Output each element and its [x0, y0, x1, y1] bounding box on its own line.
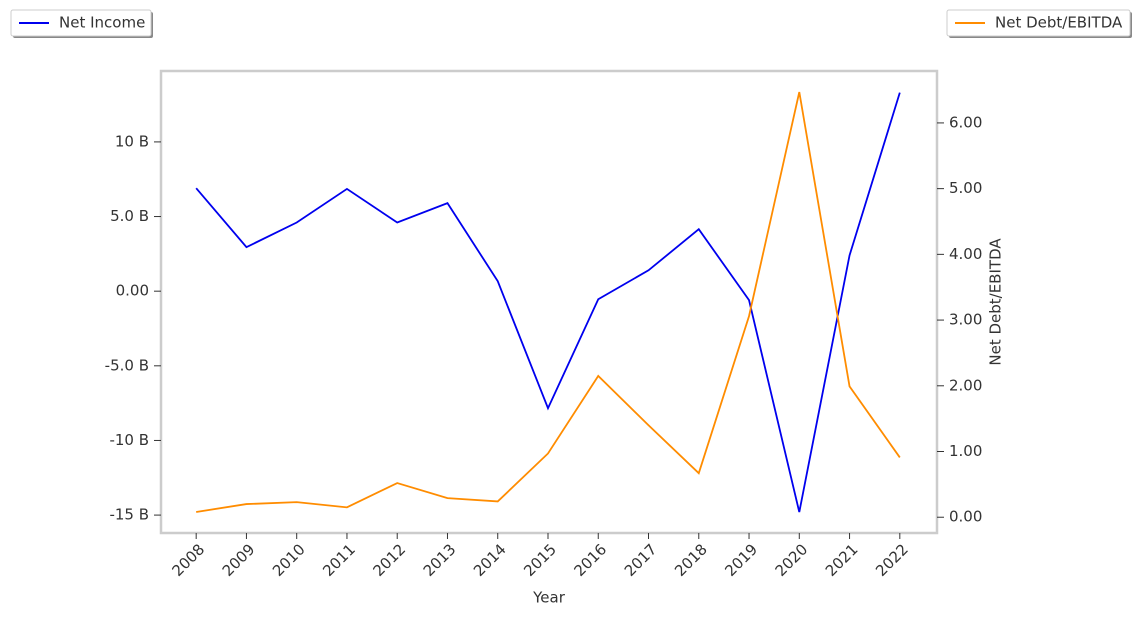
x-tick-label: 2022 [872, 540, 912, 580]
y-tick-label: 10 B [115, 132, 149, 150]
y2-tick-label: 0.00 [949, 508, 982, 526]
x-axis-label: Year [532, 589, 566, 607]
y-tick-label: 0.00 [116, 282, 149, 300]
x-tick-label: 2013 [420, 540, 460, 580]
legend-label: Net Income [59, 14, 145, 32]
x-tick-label: 2020 [772, 540, 812, 580]
x-tick-label: 2021 [822, 540, 862, 580]
x-tick-label: 2014 [470, 540, 510, 580]
x-tick-label: 2010 [269, 540, 309, 580]
y-tick-label: 5.0 B [110, 207, 149, 225]
x-tick-label: 2018 [671, 540, 711, 580]
legend-label: Net Debt/EBITDA [995, 14, 1123, 32]
series-line [196, 91, 901, 513]
y2-tick-label: 3.00 [949, 311, 982, 329]
y-tick-label: -5.0 B [105, 356, 149, 374]
x-tick-label: 2017 [621, 540, 661, 580]
y2-tick-label: 4.00 [949, 245, 982, 263]
x-tick-label: 2009 [219, 540, 259, 580]
y2-tick-label: 1.00 [949, 442, 982, 460]
x-tick-label: 2008 [168, 540, 208, 580]
y2-axis-label: Net Debt/EBITDA [987, 238, 1005, 366]
series-line [195, 92, 901, 513]
plot-frame [159, 69, 939, 535]
y-tick-label: -10 B [109, 431, 149, 449]
legend-box [946, 9, 1131, 37]
x-tick-label: 2019 [721, 540, 761, 580]
y2-tick-label: 2.00 [949, 376, 982, 394]
y2-tick-label: 6.00 [949, 113, 982, 131]
y2-tick-label: 5.00 [949, 179, 982, 197]
x-tick-label: 2011 [319, 540, 359, 580]
x-tick-label: 2016 [571, 540, 611, 580]
x-tick-label: 2015 [520, 540, 560, 580]
y-tick-label: -15 B [109, 506, 149, 524]
legend-box [10, 9, 152, 37]
x-tick-label: 2012 [369, 540, 409, 580]
